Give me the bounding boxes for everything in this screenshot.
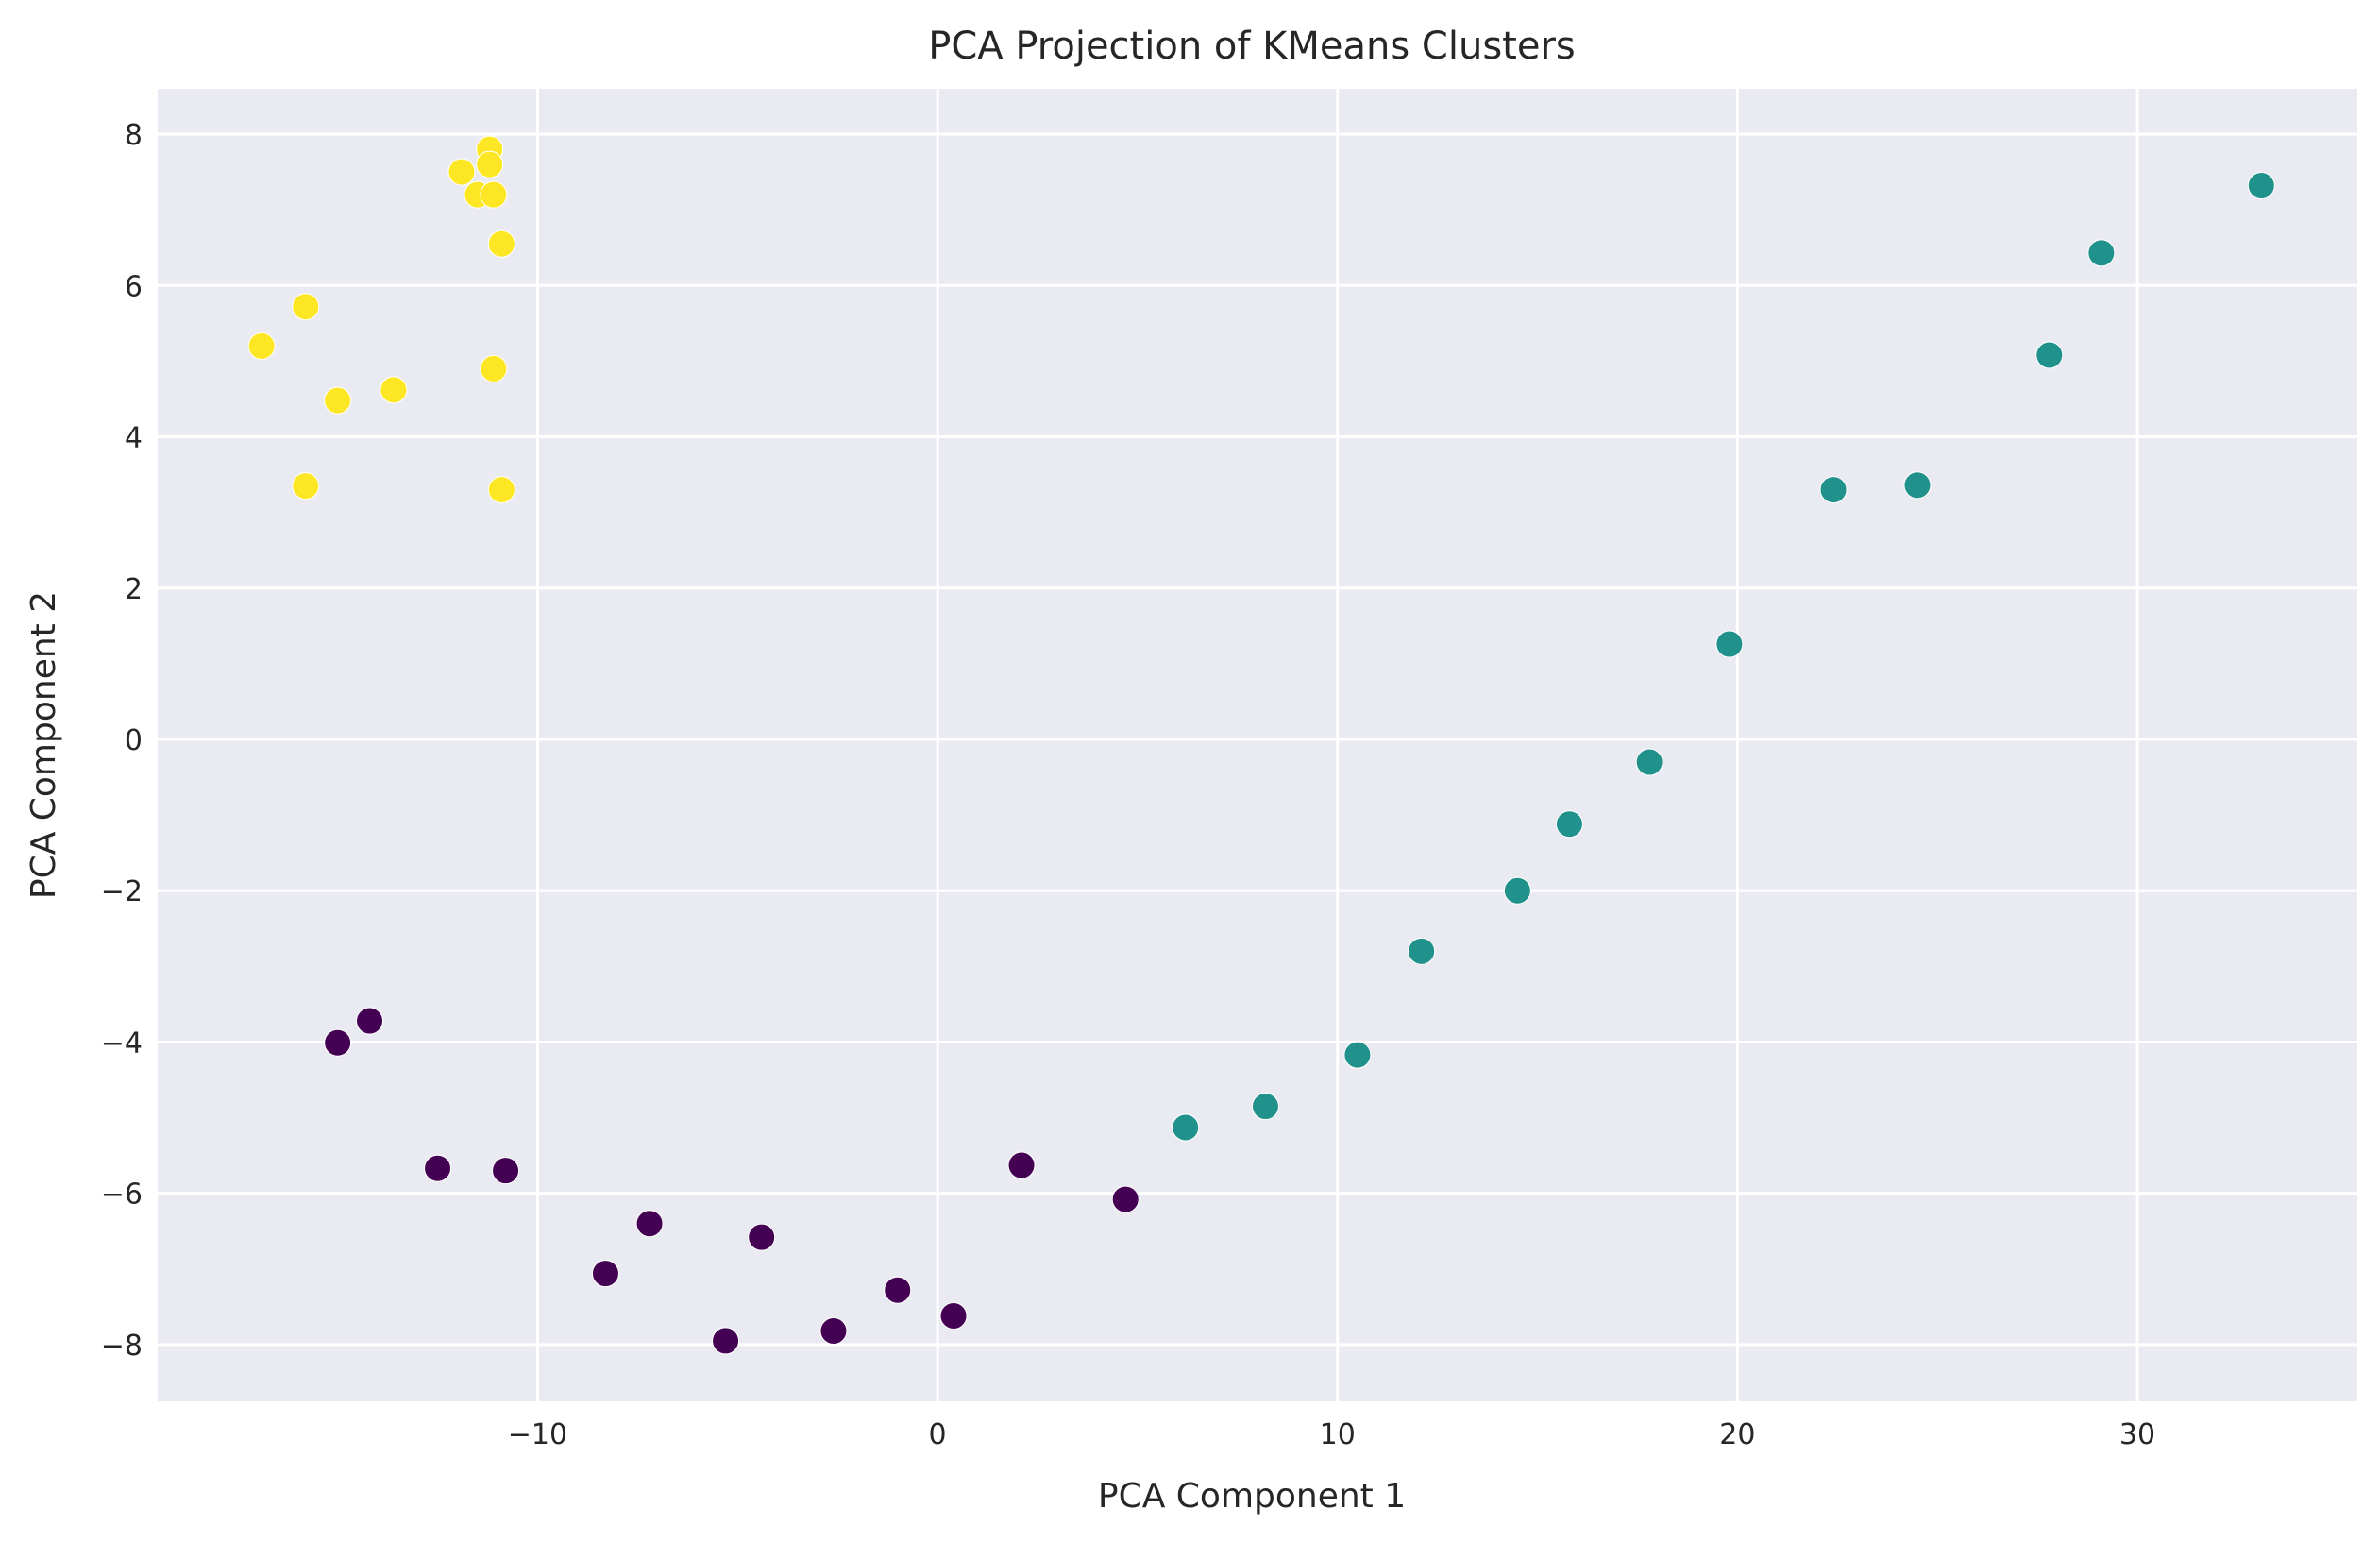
- data-point: [591, 1260, 619, 1288]
- data-point: [324, 386, 352, 415]
- data-point: [476, 150, 504, 178]
- data-point: [480, 180, 508, 209]
- data-point: [2035, 341, 2064, 369]
- data-point: [424, 1154, 452, 1182]
- y-axis-ticks: −8 −6 −4 −2 0 2 4 6 8: [101, 119, 143, 1363]
- data-point: [487, 229, 515, 258]
- data-point: [1251, 1093, 1279, 1121]
- data-point: [247, 331, 276, 360]
- x-tick-label: 20: [1719, 1418, 1755, 1451]
- x-axis-label: PCA Component 1: [1098, 1477, 1406, 1516]
- data-point: [635, 1210, 664, 1238]
- y-tick-label: −4: [101, 1026, 143, 1060]
- data-point: [1111, 1185, 1139, 1213]
- data-point: [1408, 937, 1436, 965]
- data-point: [447, 158, 476, 186]
- data-point: [884, 1276, 912, 1304]
- y-tick-label: −8: [101, 1330, 143, 1363]
- data-point: [292, 293, 320, 321]
- data-point: [380, 376, 408, 404]
- data-point: [1555, 810, 1583, 839]
- data-point: [748, 1223, 776, 1251]
- x-tick-label: 30: [2119, 1418, 2155, 1451]
- data-point: [1819, 476, 1848, 504]
- data-point: [1635, 748, 1663, 776]
- data-point: [487, 476, 515, 504]
- y-tick-label: 4: [125, 422, 143, 455]
- y-tick-label: −6: [101, 1178, 143, 1212]
- x-tick-label: 10: [1320, 1418, 1356, 1451]
- data-point: [1007, 1151, 1036, 1179]
- chart-title: PCA Projection of KMeans Clusters: [928, 25, 1576, 68]
- data-point: [324, 1028, 352, 1057]
- data-point: [2247, 172, 2275, 200]
- data-point: [356, 1007, 384, 1035]
- plot-area: [158, 89, 2357, 1401]
- data-point: [480, 354, 508, 382]
- data-point: [1503, 876, 1531, 905]
- y-tick-label: 0: [125, 724, 143, 757]
- data-point: [712, 1327, 740, 1355]
- data-point: [1903, 471, 1932, 500]
- data-point: [492, 1157, 520, 1185]
- data-point: [939, 1301, 968, 1330]
- data-point: [1715, 630, 1744, 658]
- data-points: [247, 135, 2275, 1355]
- x-tick-label: −10: [508, 1418, 567, 1451]
- x-tick-label: 0: [929, 1418, 947, 1451]
- y-tick-label: 8: [125, 119, 143, 152]
- y-tick-label: 6: [125, 270, 143, 303]
- grid: [158, 89, 2357, 1401]
- y-tick-label: −2: [101, 875, 143, 908]
- data-point: [819, 1316, 848, 1345]
- data-point: [292, 472, 320, 500]
- x-axis-ticks: −10 0 10 20 30: [508, 1418, 2155, 1451]
- y-tick-label: 2: [125, 573, 143, 606]
- y-axis-label: PCA Component 2: [25, 591, 63, 899]
- data-point: [1172, 1113, 1200, 1142]
- data-point: [1343, 1041, 1372, 1069]
- data-point: [2087, 239, 2116, 267]
